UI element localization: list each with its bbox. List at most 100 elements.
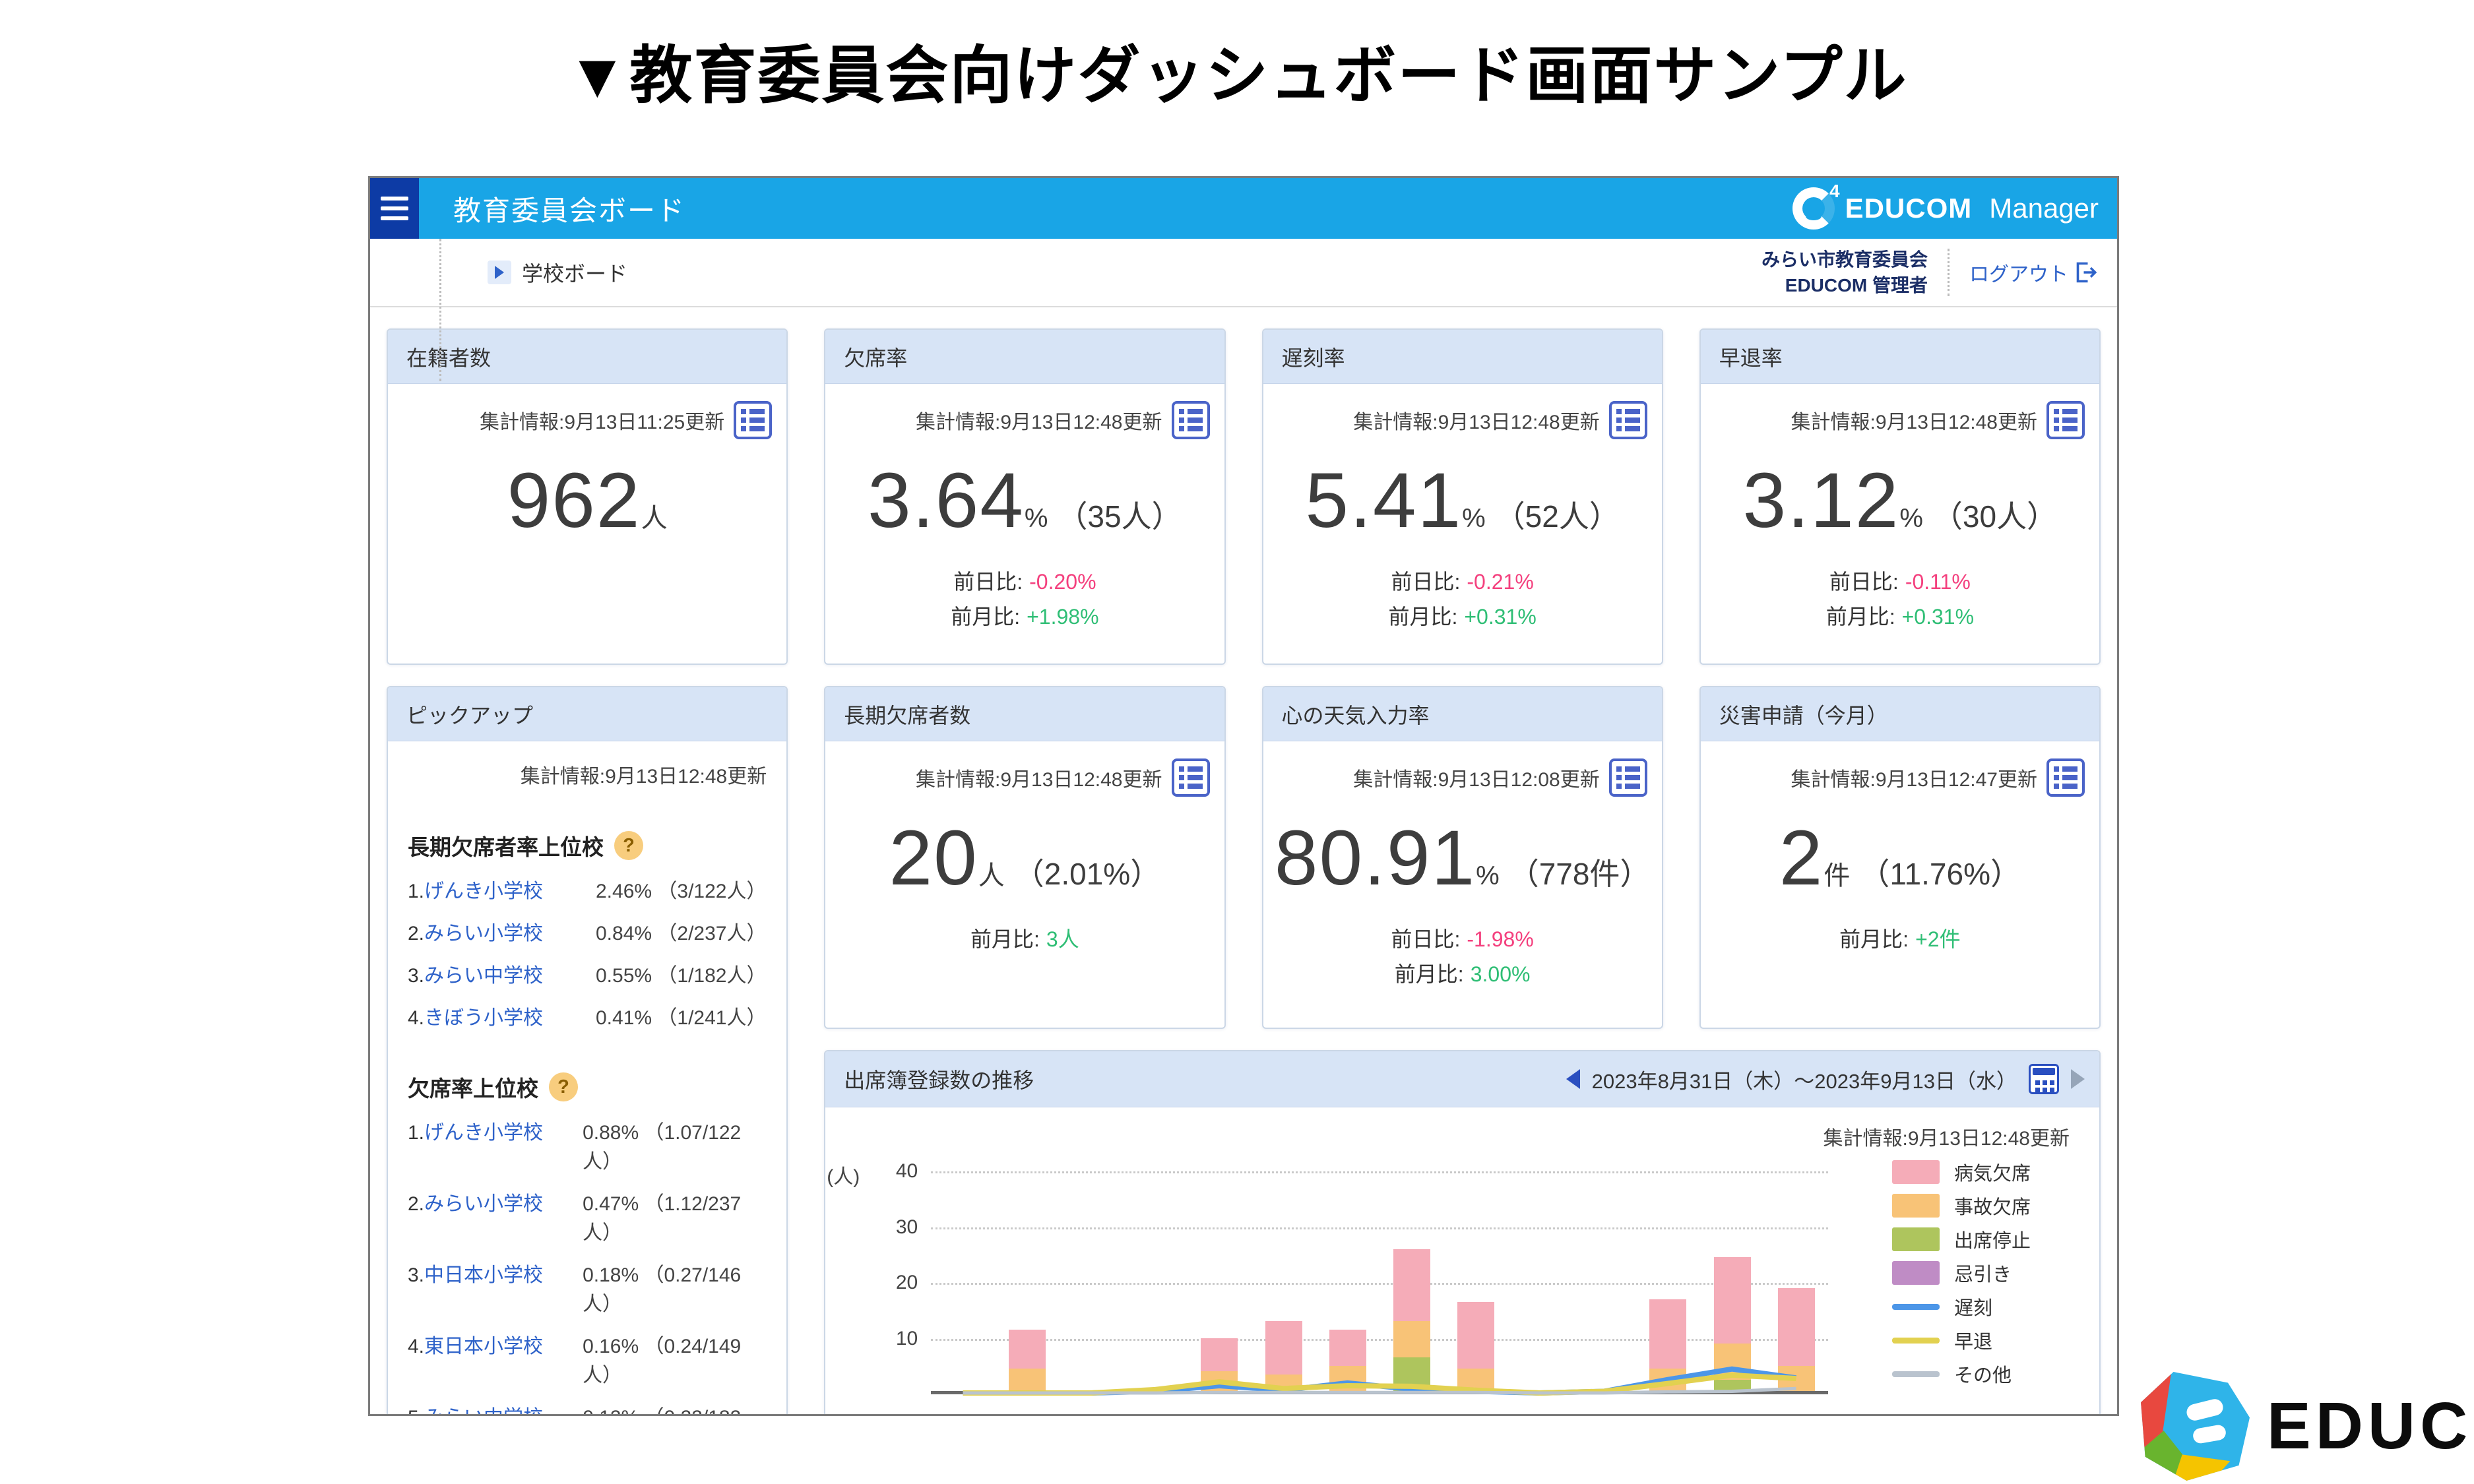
chart-updated: 集計情報:9月13日12:48更新 <box>1823 1128 2070 1150</box>
chart-body: 集計情報:9月13日12:48更新 10 20 30 40 (人) 病気欠席 事故欠席 出席… <box>825 1107 2099 1414</box>
bar-segment <box>1713 1344 1751 1380</box>
dashboard-main: 在籍者数 集計情報:9月13日11:25更新 962人 欠席率 集計情報:9月1… <box>370 307 2117 1414</box>
y-axis-tick-label: 10 <box>895 1327 918 1349</box>
card-early-leave-updated: 集計情報:9月13日12:48更新 <box>1791 412 2037 433</box>
pickup-sections: 長期欠席者率上位校? 1.げんき小学校 2.46% （3/122人） 2.みらい小学校… <box>408 830 767 1414</box>
card-absent-title: 欠席率 <box>825 330 1224 384</box>
educom-mark-icon <box>2141 1372 2250 1481</box>
gridline <box>931 1283 1829 1285</box>
school-link[interactable]: みらい小学校 <box>424 923 544 944</box>
card-mind-weather: 心の天気入力率 集計情報:9月13日12:08更新 80.91% （778件） 前… <box>1261 686 1663 1029</box>
ranking-list-item: 3.中日本小学校 0.18% （0.27/146人） <box>408 1258 767 1316</box>
bar-segment <box>1649 1299 1687 1369</box>
school-link[interactable]: みらい小学校 <box>424 1193 544 1215</box>
card-pickup-title: ピックアップ <box>388 687 787 741</box>
card-longterm-absent: 長期欠席者数 集計情報:9月13日12:48更新 20人 （2.01%） 前月比:… <box>824 686 1226 1029</box>
legend-swatch-icon <box>1892 1160 1940 1184</box>
educom-manager-logo: 4 EDUCOM Manager <box>1792 178 2117 239</box>
page-title: ▼教育委員会向けダッシュボード画面サンプル <box>566 41 1908 111</box>
card-enrolled-title: 在籍者数 <box>388 330 787 384</box>
card-pickup-updated: 集計情報:9月13日12:48更新 <box>520 766 767 788</box>
school-link[interactable]: げんき小学校 <box>424 881 544 902</box>
detail-list-icon[interactable] <box>1171 758 1210 797</box>
chart-title: 出席簿登録数の推移 <box>844 1068 1034 1092</box>
detail-list-icon[interactable] <box>2046 758 2085 797</box>
footer-educom-logo: EDUCOM <box>2141 1372 2474 1481</box>
school-link[interactable]: きぼう小学校 <box>424 1007 544 1029</box>
breadcrumb-arrow-icon <box>488 261 511 284</box>
school-link[interactable]: げんき小学校 <box>424 1122 544 1144</box>
school-link[interactable]: みらい中学校 <box>424 1407 543 1414</box>
prev-period-arrow-icon[interactable] <box>1566 1069 1580 1089</box>
ranking-list-item: 1.げんき小学校 0.88% （1.07/122人） <box>408 1116 767 1174</box>
card-enrolled-value: 962人 <box>507 457 668 544</box>
card-mind-weather-value: 80.91% （778件） <box>1274 815 1651 902</box>
legend-swatch-icon <box>1892 1303 1940 1310</box>
logout-button[interactable]: ログアウト <box>1969 258 2099 287</box>
bar-segment <box>1393 1321 1430 1358</box>
legend-label: 事故欠席 <box>1954 1197 2031 1218</box>
card-longterm-absent-value: 20人 （2.01%） <box>889 815 1161 902</box>
ranking-value: 2.46% （3/122人） <box>596 881 767 902</box>
legend-item: 遅刻 <box>1892 1295 2090 1319</box>
legend-swatch-icon <box>1892 1337 1940 1344</box>
sidebar-divider <box>439 239 441 381</box>
detail-list-icon[interactable] <box>1171 401 1210 439</box>
card-early-leave-value: 3.12% （30人） <box>1742 457 2058 544</box>
stacked-bar-chart-plot: 10 20 30 40 (人) <box>827 1147 1829 1396</box>
legend-item: その他 <box>1892 1362 2090 1386</box>
legend-swatch-icon <box>1892 1227 1940 1251</box>
card-longterm-absent-updated: 集計情報:9月13日12:48更新 <box>916 769 1162 791</box>
bar-segment <box>1457 1369 1494 1391</box>
card-mind-weather-updated: 集計情報:9月13日12:08更新 <box>1353 769 1600 791</box>
y-axis-tick-label: 20 <box>895 1272 918 1293</box>
legend-item: 病気欠席 <box>1892 1160 2090 1185</box>
detail-list-icon[interactable] <box>2046 401 2085 439</box>
detail-list-icon[interactable] <box>734 401 773 439</box>
ranking-value: 0.55% （1/182人） <box>596 965 767 987</box>
bar-segment <box>1393 1249 1430 1322</box>
pickup-section: 長期欠席者率上位校? 1.げんき小学校 2.46% （3/122人） 2.みらい小学校… <box>408 830 767 1030</box>
legend-item: 早退 <box>1892 1328 2090 1353</box>
card-pickup: ピックアップ 集計情報:9月13日12:48更新 長期欠席者率上位校? 1.げんき… <box>387 686 788 1414</box>
ranking-list-item: 2.みらい小学校 0.84% （2/237人） <box>408 917 767 946</box>
gridline <box>931 1338 1829 1341</box>
card-tardy-value: 5.41% （52人） <box>1305 457 1620 544</box>
legend-item: 事故欠席 <box>1892 1194 2090 1218</box>
card-attendance-chart: 出席簿登録数の推移 2023年8月31日（木）～2023年9月13日（水） 集計… <box>824 1050 2101 1414</box>
legend-swatch-icon <box>1892 1194 1940 1218</box>
footer-brand-text: EDUCOM <box>2267 1389 2474 1463</box>
hamburger-menu-icon[interactable] <box>370 178 419 239</box>
card-disaster-application-updated: 集計情報:9月13日12:47更新 <box>1791 769 2037 791</box>
bar-segment <box>1329 1330 1366 1366</box>
help-question-icon[interactable]: ? <box>549 1072 578 1101</box>
legend-label: 出席停止 <box>1954 1231 2031 1252</box>
y-axis-unit-label: (人) <box>827 1166 860 1188</box>
gridline <box>931 1171 1829 1173</box>
bar-segment <box>1649 1369 1687 1391</box>
ranking-list-item: 1.げんき小学校 2.46% （3/122人） <box>408 875 767 904</box>
school-link[interactable]: 中日本小学校 <box>424 1264 544 1286</box>
bar-segment <box>1265 1321 1302 1375</box>
next-period-arrow-icon[interactable] <box>2071 1069 2085 1089</box>
logout-icon <box>2076 262 2097 283</box>
detail-list-icon[interactable] <box>1608 758 1647 797</box>
bar-segment <box>1777 1365 1815 1391</box>
card-tardy-metrics: 前日比: -0.21% 前月比: +0.31% <box>1388 570 1537 629</box>
gridline <box>931 1227 1829 1229</box>
bar-segment <box>1777 1287 1815 1366</box>
ranking-list-item: 3.みらい中学校 0.55% （1/182人） <box>408 959 767 988</box>
chart-legend: 病気欠席 事故欠席 出席停止 忌引き 遅刻 早退 その他 <box>1892 1160 2090 1396</box>
breadcrumb-school-board[interactable]: 学校ボード <box>488 257 627 288</box>
calendar-icon[interactable] <box>2029 1064 2059 1094</box>
help-question-icon[interactable]: ? <box>614 831 643 860</box>
y-axis-tick-label: 30 <box>895 1216 918 1238</box>
bar-segment <box>1329 1365 1366 1391</box>
school-link[interactable]: みらい中学校 <box>424 965 544 987</box>
school-link[interactable]: 東日本小学校 <box>424 1336 544 1357</box>
legend-swatch-icon <box>1892 1261 1940 1285</box>
sub-header: 学校ボード みらい市教育委員会 EDUCOM 管理者 ログアウト <box>370 239 2117 381</box>
ranking-value: 0.88% （1.07/122人） <box>583 1122 742 1173</box>
detail-list-icon[interactable] <box>1608 401 1647 439</box>
card-early-leave: 早退率 集計情報:9月13日12:48更新 3.12% （30人） 前日比: -0.… <box>1699 328 2101 665</box>
